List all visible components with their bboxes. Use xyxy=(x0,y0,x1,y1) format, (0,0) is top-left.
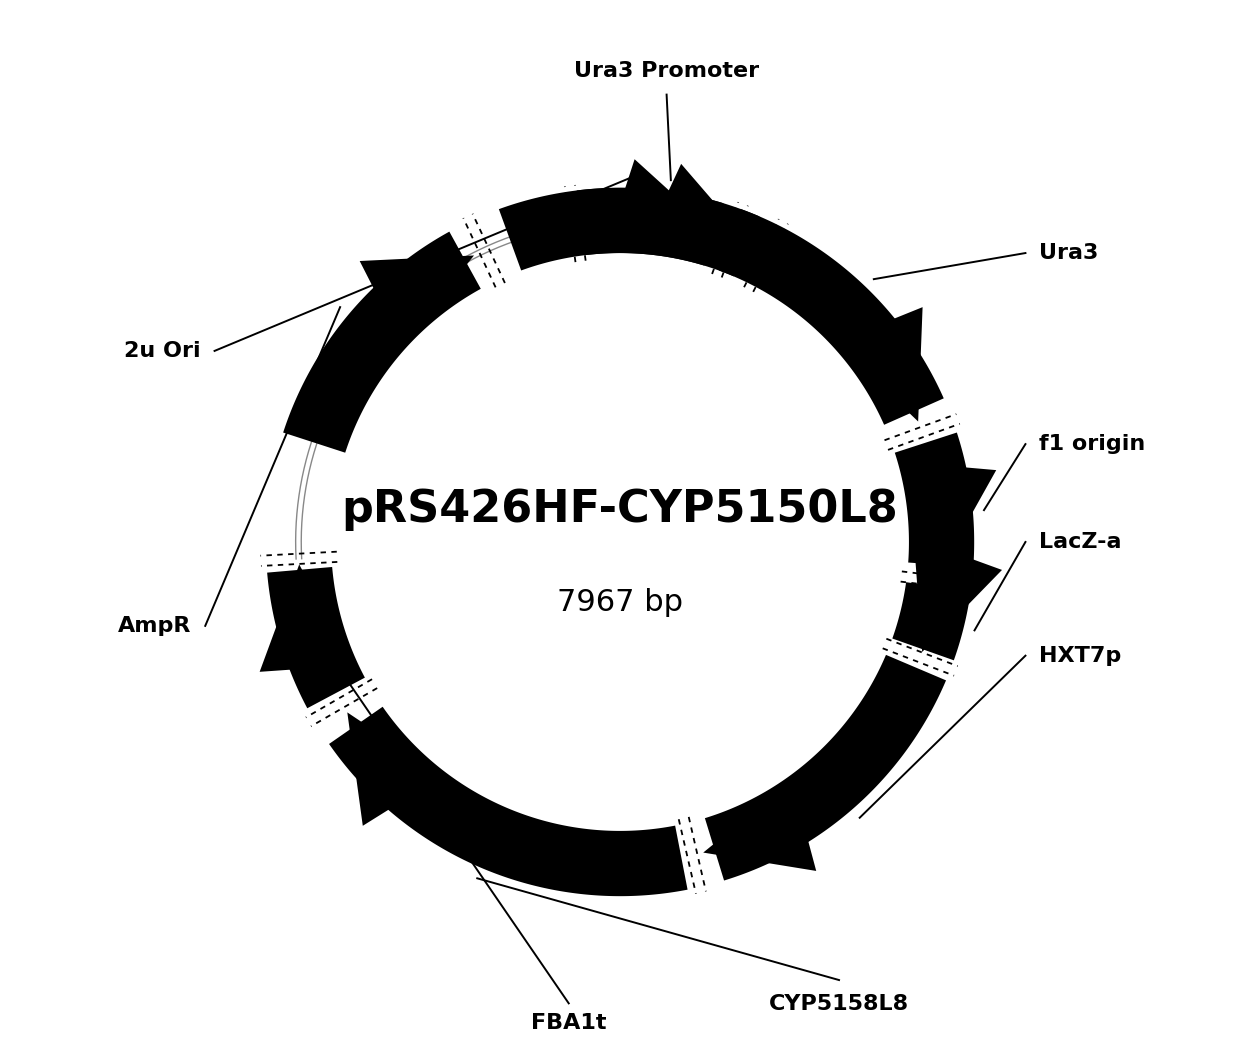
Text: Ura3 Promoter: Ura3 Promoter xyxy=(574,60,759,80)
Polygon shape xyxy=(329,706,688,897)
Text: 2u Ori: 2u Ori xyxy=(124,341,201,361)
Text: LacZ-a: LacZ-a xyxy=(1039,532,1122,552)
Polygon shape xyxy=(577,188,723,266)
Polygon shape xyxy=(605,159,719,248)
Polygon shape xyxy=(719,209,944,425)
Polygon shape xyxy=(498,188,759,277)
Text: Ura3: Ura3 xyxy=(1039,243,1099,263)
Polygon shape xyxy=(893,582,971,660)
Polygon shape xyxy=(836,307,923,421)
Text: HXT7p: HXT7p xyxy=(1039,645,1122,665)
Polygon shape xyxy=(641,164,756,250)
Text: FBA1t: FBA1t xyxy=(531,1013,606,1033)
Polygon shape xyxy=(283,231,481,453)
Text: f1 origin: f1 origin xyxy=(1039,434,1146,454)
Text: pRS426HF-CYP5150L8: pRS426HF-CYP5150L8 xyxy=(342,488,898,531)
Polygon shape xyxy=(360,256,474,344)
Text: CYP5158L8: CYP5158L8 xyxy=(769,994,909,1014)
Polygon shape xyxy=(259,564,353,672)
Polygon shape xyxy=(914,538,1002,652)
Text: 7967 bp: 7967 bp xyxy=(557,588,683,617)
Text: AmpR: AmpR xyxy=(118,616,191,636)
Polygon shape xyxy=(347,713,443,826)
Polygon shape xyxy=(703,780,816,871)
Polygon shape xyxy=(704,655,946,881)
Polygon shape xyxy=(895,433,975,567)
Polygon shape xyxy=(267,567,365,709)
Polygon shape xyxy=(903,461,996,570)
